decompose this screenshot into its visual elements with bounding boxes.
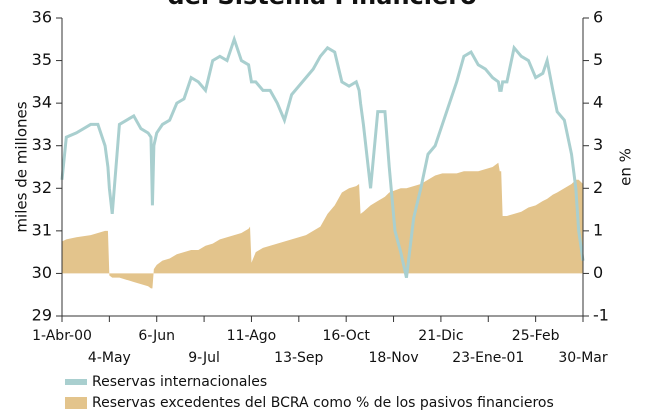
y2-tick-label: -1 (593, 306, 609, 325)
x-tick-label: 4-May (88, 350, 131, 366)
y2-tick-label: 6 (593, 8, 603, 27)
x-tick-label: 25-Feb (512, 328, 560, 344)
x-tick-label: 21-Dic (418, 328, 463, 344)
y-tick-label: 33 (32, 135, 52, 154)
x-tick-label: 1-Abr-00 (32, 328, 92, 344)
y2-tick-label: 0 (593, 263, 603, 282)
legend-label: Reservas excedentes del BCRA como % de l… (92, 395, 554, 411)
y-tick-label: 36 (32, 8, 52, 27)
y2-axis-label: en % (617, 148, 635, 186)
y-tick-label: 34 (32, 93, 52, 112)
x-tick-label: 9-Jul (188, 350, 220, 366)
y2-tick-label: 4 (593, 93, 603, 112)
y2-tick-label: 3 (593, 135, 603, 154)
line (60, 34, 585, 279)
y-tick-label: 31 (32, 220, 52, 239)
y-tick-label: 32 (32, 178, 52, 197)
x-tick-label: 13-Sep (274, 350, 323, 366)
y-tick-label: 30 (32, 263, 52, 282)
area (62, 162, 583, 289)
x-tick-label: 30-Mar (558, 350, 608, 366)
x-tick-label: 11-Ago (227, 328, 277, 344)
chart-title: del Sistema Financiero (167, 0, 476, 10)
x-tick-label: 16-Oct (322, 328, 370, 344)
x-tick-label: 6-Jun (138, 328, 175, 344)
x-tick-label: 18-Nov (368, 350, 418, 366)
legend-label: Reservas internacionales (92, 374, 267, 390)
x-tick-label: 23-Ene-01 (452, 350, 524, 366)
y-tick-label: 29 (32, 306, 52, 325)
y2-tick-label: 5 (593, 50, 603, 69)
y-tick-label: 35 (32, 50, 52, 69)
y-axis-label: miles de millones (13, 101, 31, 232)
y2-tick-label: 2 (593, 178, 603, 197)
legend-swatch (65, 397, 87, 409)
y2-tick-label: 1 (593, 220, 603, 239)
